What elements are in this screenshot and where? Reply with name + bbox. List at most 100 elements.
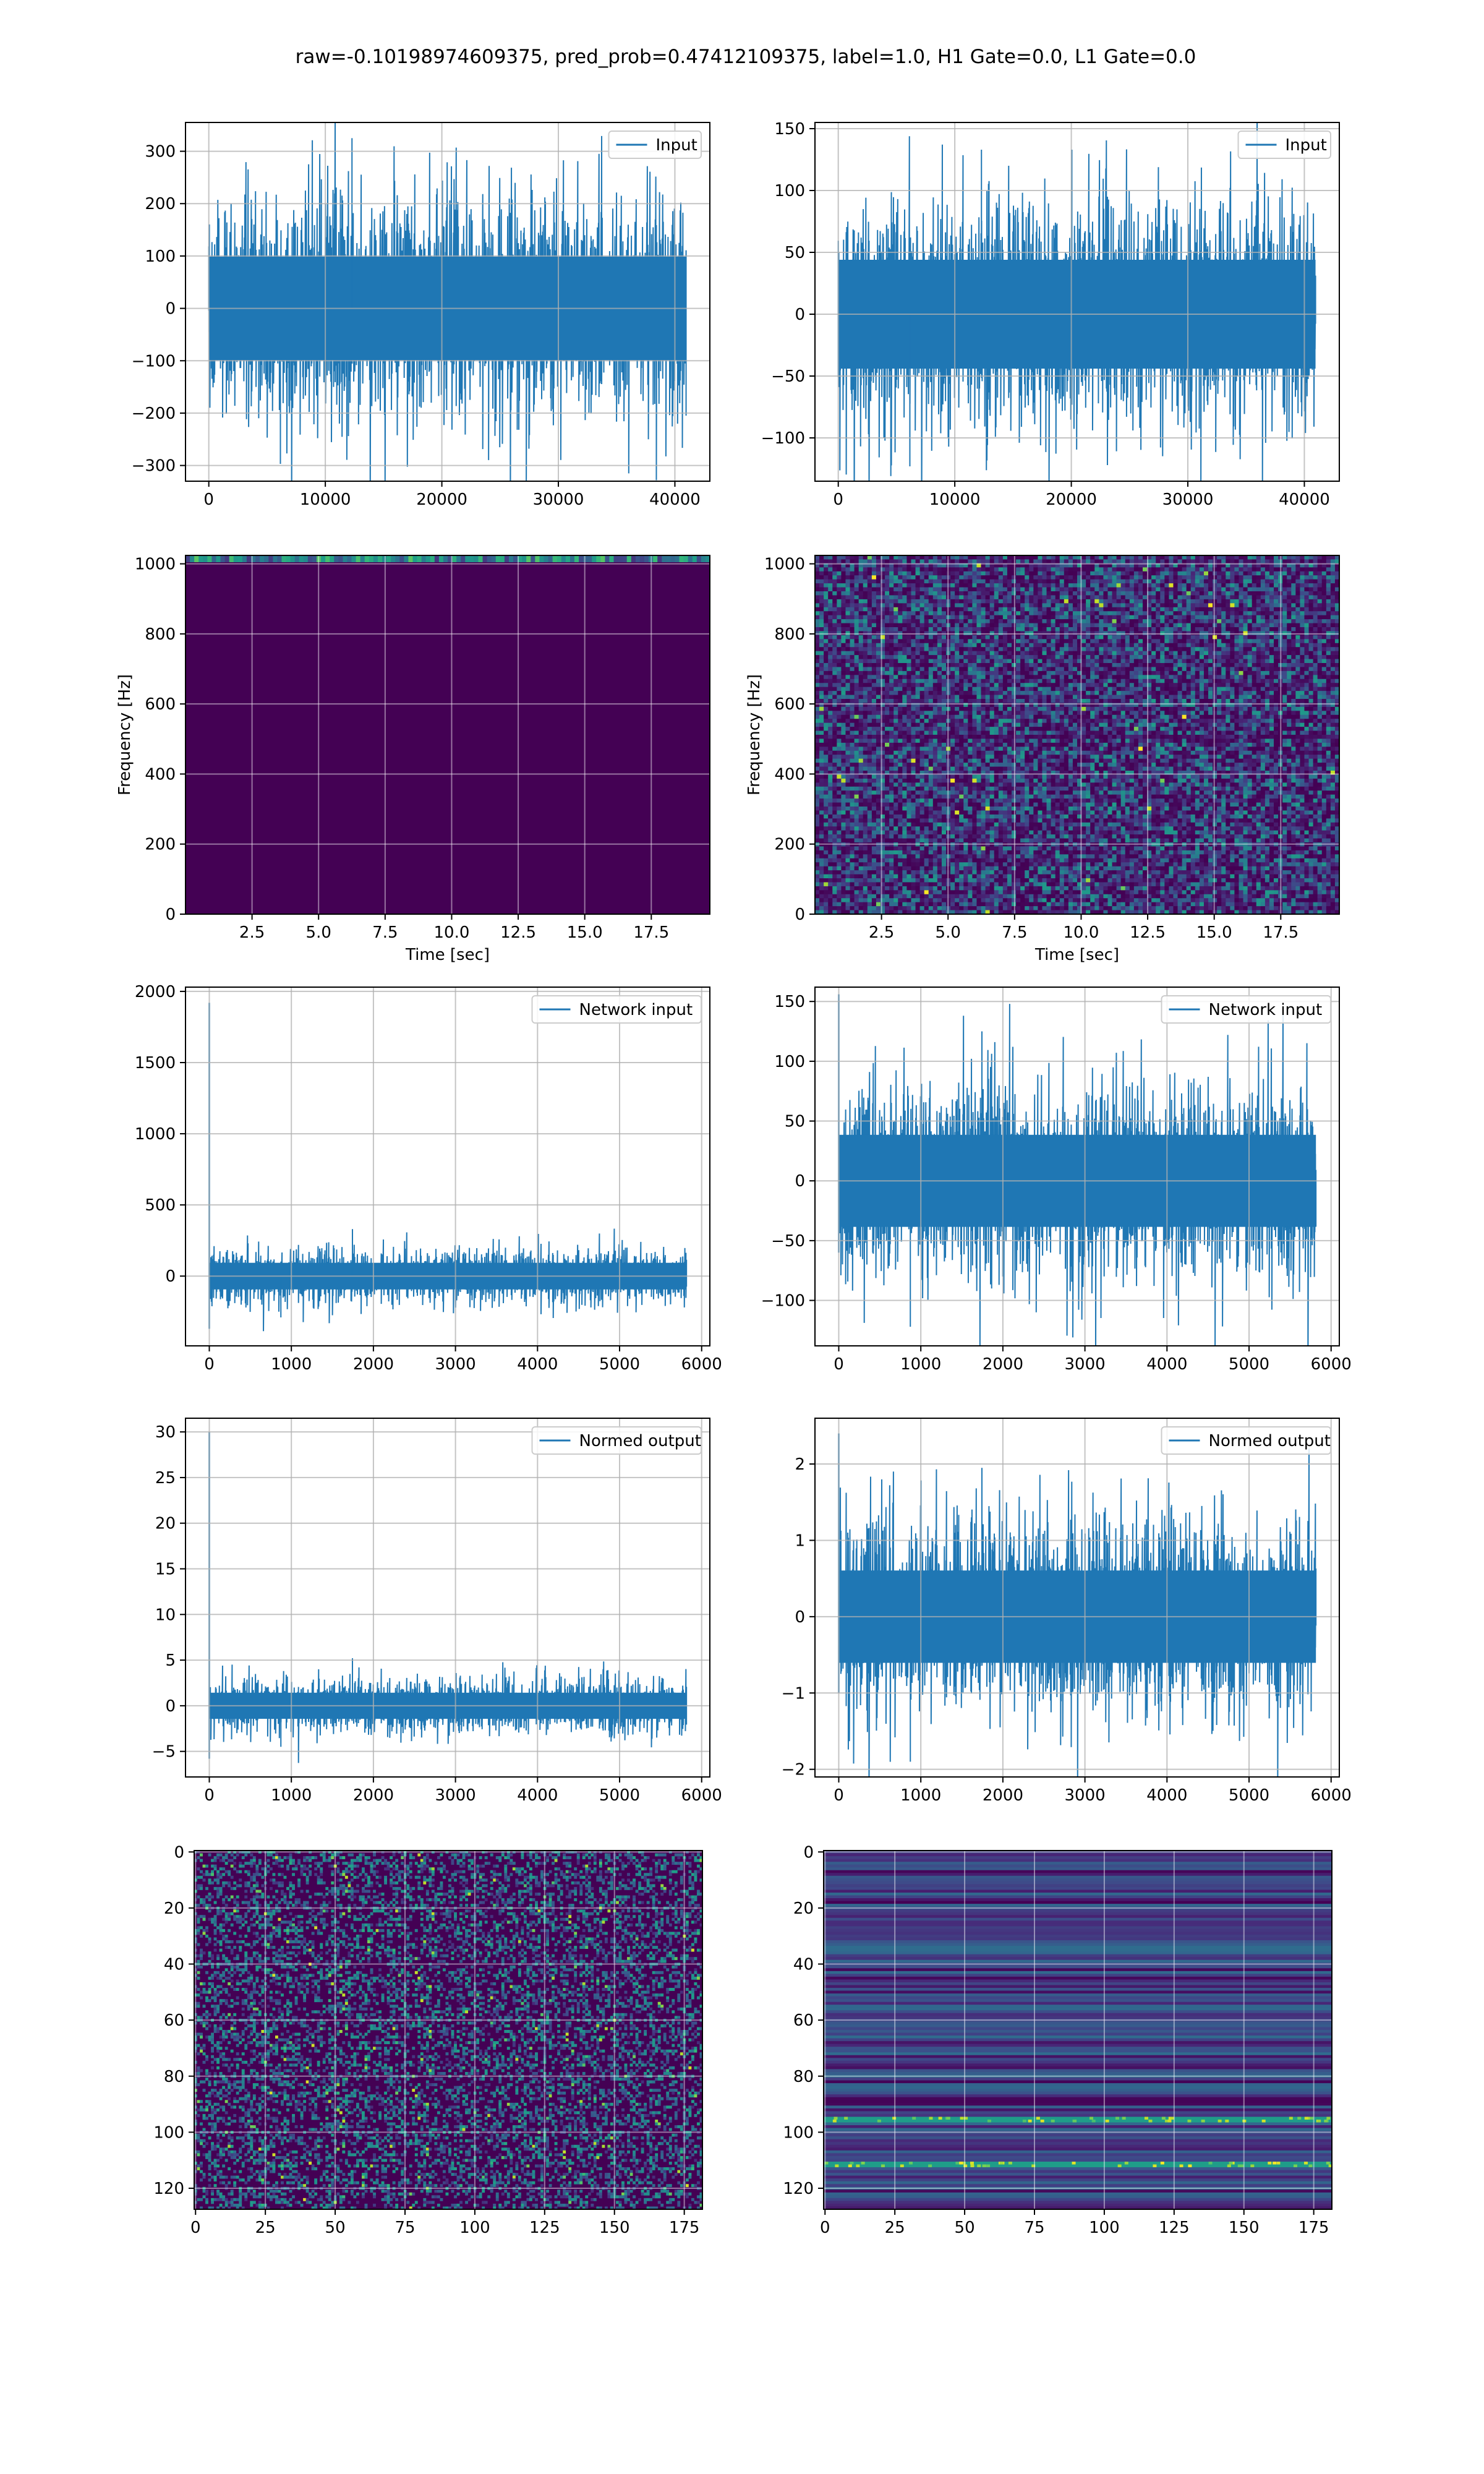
heatmap-cell [1217,675,1222,680]
heatmap-cell [950,587,955,592]
heatmap-cell [928,683,934,688]
heatmap-cell [1304,583,1309,588]
heatmap-cell [976,667,981,672]
heatmap-cell [950,639,955,644]
heatmap-cell [1221,675,1226,680]
heatmap-cell [1177,595,1182,600]
heatmap-cell [1020,655,1025,659]
heatmap-cell [1038,655,1043,659]
heatmap-cell [815,670,820,675]
heatmap-cell [985,678,991,683]
heatmap-cell [1239,635,1243,640]
heatmap-cell [1094,603,1099,608]
heatmap-cell [1304,591,1309,596]
heatmap-cell [950,559,955,564]
heatmap-cell [1295,670,1300,675]
heatmap-cell [1002,631,1008,636]
heatmap-cell [981,695,986,700]
heatmap-cell [1313,567,1318,572]
heatmap-cell [881,627,885,631]
heatmap-cell [959,579,964,584]
heatmap-cell [1291,655,1296,659]
heatmap-cell [932,571,938,576]
heatmap-cell [1190,695,1196,700]
heatmap-cell [1260,670,1266,675]
heatmap-cell [941,591,947,596]
heatmap-cell [845,599,850,604]
heatmap-cell [1274,607,1279,612]
heatmap-cell [885,583,890,588]
heatmap-cell [911,583,916,588]
heatmap-cell [1064,571,1069,576]
heatmap-cell [950,595,955,600]
heatmap-cell [1081,627,1086,631]
heatmap-cell [1002,587,1008,592]
heatmap-cell [950,607,955,612]
heatmap-cell [290,555,296,562]
heatmap-cell [1334,647,1339,652]
heatmap-cell [1308,695,1313,700]
y-tick-label: −300 [132,457,176,476]
heatmap-cell [1129,579,1135,584]
heatmap-cell [1282,623,1287,628]
heatmap-cell [1077,667,1082,672]
heatmap-cell [932,587,938,592]
heatmap-cell [1012,583,1017,588]
heatmap-cell [1099,678,1104,683]
heatmap-cell [1291,699,1296,703]
heatmap-cell [1269,699,1274,703]
heatmap-cell [1287,591,1292,596]
heatmap-cell [946,683,951,688]
heatmap-cell [1326,627,1331,631]
heatmap-cell [850,659,855,664]
heatmap-cell [1160,651,1165,656]
heatmap-cell [959,559,964,564]
heatmap-cell [1217,583,1222,588]
heatmap-cell [1334,591,1339,596]
heatmap-cell [902,703,907,708]
heatmap-cell [924,615,929,620]
heatmap-cell [1072,567,1078,572]
heatmap-cell [955,627,960,631]
heatmap-cell [1264,670,1270,675]
heatmap-cell [1304,659,1309,664]
heatmap-cell [981,711,986,716]
heatmap-cell [1321,563,1327,568]
heatmap-cell [1247,675,1253,680]
heatmap-cell [893,683,898,688]
heatmap-cell [955,567,960,572]
heatmap-cell [950,623,955,628]
heatmap-cell [1182,623,1187,628]
heatmap-cell [1287,635,1292,640]
heatmap-cell [1068,651,1073,656]
heatmap-cell [1213,635,1217,640]
heatmap-cell [885,555,890,560]
heatmap-cell [815,603,820,608]
heatmap-cell [1125,591,1130,596]
heatmap-cell [1112,706,1117,711]
heatmap-cell [1334,615,1339,620]
heatmap-cell [1182,706,1187,711]
heatmap-cell [1330,571,1336,576]
heatmap-cell [1090,647,1095,652]
heatmap-cell [1125,627,1130,631]
heatmap-cell [1077,683,1082,688]
heatmap-cell [850,683,855,688]
heatmap-cell [1321,647,1327,652]
heatmap-cell [1143,695,1148,700]
heatmap-cell [1334,631,1339,636]
heatmap-cell [377,555,383,562]
heatmap-cell [985,611,991,616]
heatmap-cell [1199,659,1205,664]
heatmap-cell [1264,623,1270,628]
heatmap-cell [919,683,925,688]
heatmap-cell [1274,683,1279,688]
heatmap-cell [1217,623,1222,628]
heatmap-cell [941,555,947,560]
heatmap-cell [1182,635,1187,640]
heatmap-cell [1186,567,1192,572]
heatmap-cell [1143,555,1148,560]
heatmap-cell [963,703,968,708]
heatmap-cell [1274,635,1279,640]
heatmap-cell [1186,611,1192,616]
